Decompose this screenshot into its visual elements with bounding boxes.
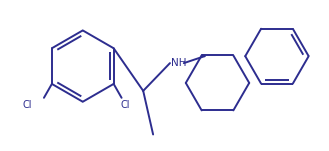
Text: Cl: Cl (121, 100, 130, 110)
Text: NH: NH (171, 58, 187, 68)
Text: Cl: Cl (22, 100, 32, 110)
